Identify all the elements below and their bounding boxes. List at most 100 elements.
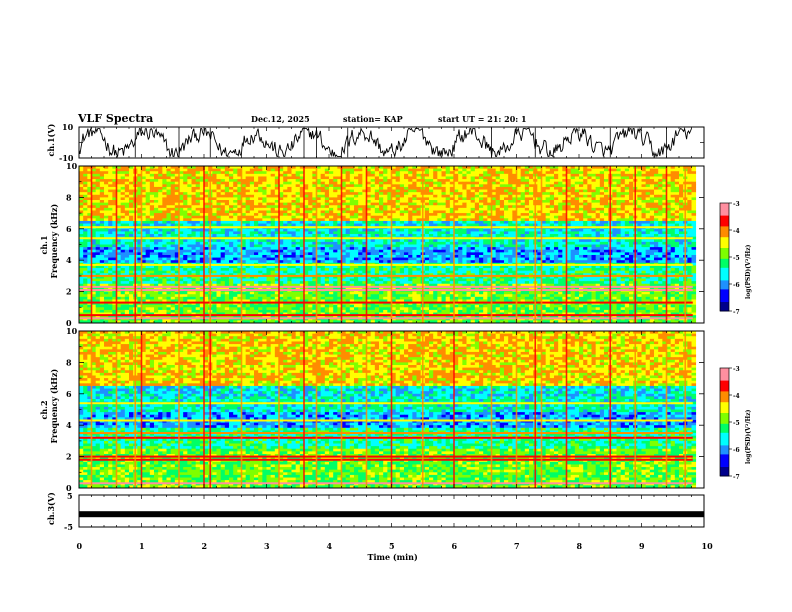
spectrogram-cell xyxy=(474,171,480,175)
spectrogram-cell xyxy=(204,173,209,177)
spectrogram-cell xyxy=(129,173,134,177)
spectrogram-cell xyxy=(349,202,355,206)
spectrogram-cell xyxy=(229,213,234,217)
spectrogram-cell xyxy=(345,239,351,243)
spectrogram-cell xyxy=(399,200,405,204)
spectrogram-cell xyxy=(274,189,280,193)
spectrogram-cell xyxy=(599,168,605,172)
spectrogram-cell xyxy=(499,173,505,177)
spectrogram-cell xyxy=(354,179,359,183)
spectrogram-cell xyxy=(554,186,559,190)
spectrogram-cell xyxy=(545,244,551,248)
spectrogram-cell xyxy=(337,239,342,243)
spectrogram-cell xyxy=(429,213,434,217)
spectrogram-cell xyxy=(262,210,267,214)
spectrogram-cell xyxy=(629,228,634,232)
spectrogram-cell xyxy=(587,220,592,224)
spectrogram-cell xyxy=(316,239,322,243)
spectrogram-cell xyxy=(520,244,526,248)
spectrogram-cell xyxy=(554,223,559,227)
spectrogram-cell xyxy=(249,179,255,183)
spectrogram-cell xyxy=(391,239,397,243)
spectrogram-cell xyxy=(587,210,592,214)
spectrogram-cell xyxy=(274,239,280,243)
spectrogram-cell xyxy=(583,213,588,217)
spectrogram-cell xyxy=(79,247,84,251)
spectrogram-cell xyxy=(583,192,588,196)
spectrogram-cell xyxy=(616,223,622,227)
spectrogram-cell xyxy=(162,194,167,198)
spectrogram-cell xyxy=(512,173,517,177)
spectrogram-cell xyxy=(254,207,259,211)
spectrogram-cell xyxy=(216,239,222,243)
spectrogram-cell xyxy=(587,176,592,180)
spectrogram-cell xyxy=(233,171,238,175)
spectrogram-cell xyxy=(304,215,309,219)
spectrogram-cell xyxy=(445,218,451,222)
spectrogram-cell xyxy=(449,173,455,177)
spectrogram-cell xyxy=(491,184,497,188)
spectrogram-cell xyxy=(691,184,697,188)
spectrogram-cell xyxy=(466,210,472,214)
spectrogram-cell xyxy=(383,234,388,238)
spectrogram-cell xyxy=(120,249,126,253)
spectrogram-cell xyxy=(483,197,488,201)
spectrogram-cell xyxy=(612,239,617,243)
spectrogram-cell xyxy=(387,186,392,190)
spectrogram-cell xyxy=(220,171,226,175)
spectrogram-cell xyxy=(358,171,363,175)
spectrogram-cell xyxy=(583,244,588,248)
spectrogram-cell xyxy=(104,205,109,209)
spectrogram-cell xyxy=(387,228,392,232)
spectrogram-cell xyxy=(524,239,530,243)
spectrogram-cell xyxy=(212,241,217,245)
spectrogram-cell xyxy=(508,181,513,185)
spectrogram-cell xyxy=(237,168,242,172)
spectrogram-cell xyxy=(154,173,159,177)
spectrogram-cell xyxy=(299,231,305,235)
spectrogram-cell xyxy=(158,171,163,175)
spectrogram-cell xyxy=(462,186,467,190)
spectrogram-cell xyxy=(199,244,205,248)
spectrogram-cell xyxy=(170,192,176,196)
spectrogram-cell xyxy=(424,234,430,238)
spectrogram-cell xyxy=(329,173,334,177)
spectrogram-cell xyxy=(112,176,117,180)
spectrogram-cell xyxy=(183,249,188,253)
spectrogram-cell xyxy=(154,210,159,214)
spectrogram-cell xyxy=(487,249,492,253)
spectrogram-cell xyxy=(674,239,680,243)
spectrogram-cell xyxy=(504,210,509,214)
spectrogram-cell xyxy=(245,239,251,243)
spectrogram-cell xyxy=(429,189,434,193)
spectrogram-cell xyxy=(520,192,526,196)
spectrogram-cell xyxy=(570,223,576,227)
spectrogram-cell xyxy=(299,186,305,190)
spectrogram-cell xyxy=(116,228,122,232)
spectrogram-cell xyxy=(379,192,384,196)
spectrogram-cell xyxy=(320,179,326,183)
spectrogram-cell xyxy=(424,173,430,177)
spectrogram-cell xyxy=(370,186,376,190)
spectrogram-cell xyxy=(649,241,655,245)
spectrogram-cell xyxy=(320,249,326,253)
spectrogram-cell xyxy=(299,189,305,193)
spectrogram-cell xyxy=(545,173,551,177)
spectrogram-cell xyxy=(516,194,522,198)
spectrogram-cell xyxy=(295,202,301,206)
spectrogram-cell xyxy=(612,181,617,185)
spectrogram-cell xyxy=(229,176,234,180)
spectrogram-cell xyxy=(691,197,697,201)
spectrogram-cell xyxy=(499,202,505,206)
spectrogram-cell xyxy=(508,210,513,214)
spectrogram-cell xyxy=(529,247,534,251)
spectrogram-cell xyxy=(324,228,330,232)
spectrogram-cell xyxy=(616,231,622,235)
spectrogram-cell xyxy=(579,194,584,198)
spectrogram-cell xyxy=(470,168,476,172)
spectrogram-cell xyxy=(195,234,201,238)
spectrogram-cell xyxy=(599,234,605,238)
spectrogram-cell xyxy=(466,202,472,206)
spectrogram-cell xyxy=(404,200,409,204)
spectrogram-cell xyxy=(383,247,388,251)
